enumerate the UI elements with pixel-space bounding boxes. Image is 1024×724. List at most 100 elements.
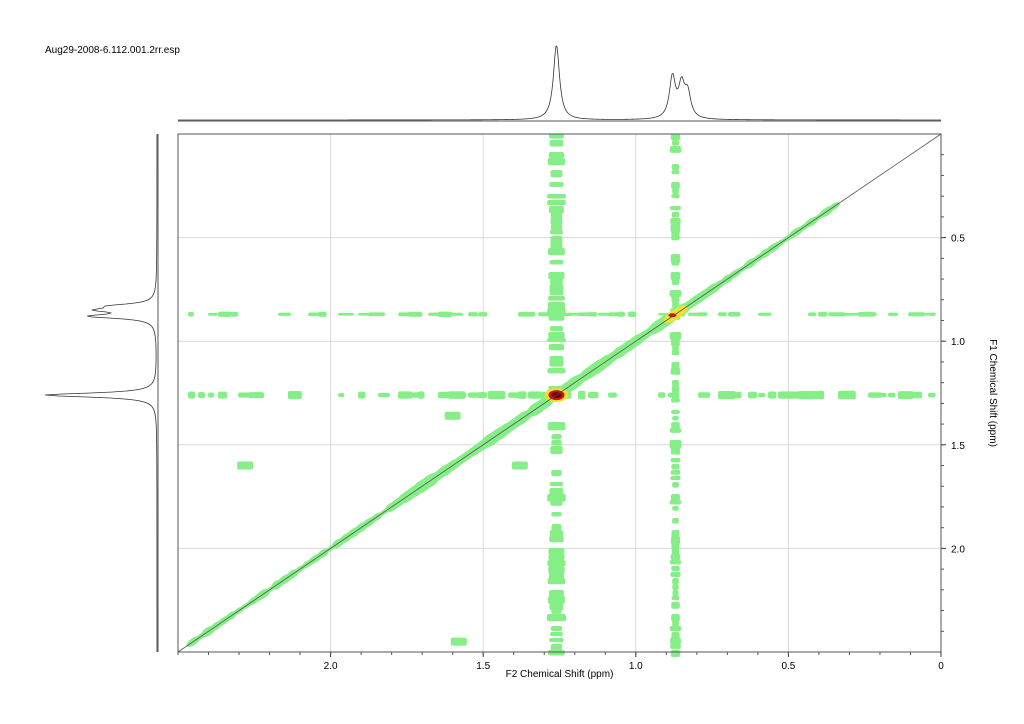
contour-streak-f1-0: [478, 392, 487, 399]
contour-streak-f1-1: [308, 312, 319, 317]
contour-streak-f2-1: [670, 446, 681, 455]
contour-streak-f2-1: [670, 458, 681, 463]
contour-streak-f2-1: [669, 560, 682, 565]
contour-streak-f1-1: [868, 312, 877, 317]
contour-streak-f2-0: [548, 134, 564, 139]
y-tick-label-2: 1.5: [951, 441, 965, 452]
contour-streak-f2-0: [548, 590, 564, 598]
contour-streak-f2-1: [671, 386, 680, 393]
contour-streak-f2-1: [670, 218, 681, 225]
contour-streak-f1-0: [358, 391, 366, 399]
contour-streak-f1-1: [758, 312, 772, 316]
contour-streak-f1-0: [518, 391, 527, 399]
contour-streak-f2-1: [671, 548, 680, 556]
contour-streak-f2-1: [671, 260, 680, 266]
contour-streak-f1-0: [418, 391, 425, 399]
contour-streak-f1-1: [478, 312, 488, 317]
contour-streak-f2-1: [670, 476, 681, 481]
contour-streak-f1-0: [288, 390, 302, 400]
contour-streak-f2-0: [549, 206, 564, 214]
contour-streak-f2-1: [672, 578, 679, 585]
contour-streak-f2-0: [548, 650, 565, 656]
contour-streak-f1-0: [488, 390, 506, 400]
contour-streak-f2-1: [669, 332, 682, 340]
contour-streak-f1-1: [928, 312, 936, 316]
contour-streak-f2-1: [669, 638, 682, 645]
contour-streak-f2-1: [671, 410, 680, 415]
contour-streak-f2-1: [671, 212, 680, 218]
contour-streak-f2-0: [548, 344, 565, 351]
contour-streak-f1-0: [758, 392, 766, 398]
contour-streak-f1-1: [628, 311, 637, 317]
contour-streak-f2-0: [550, 242, 563, 250]
contour-streak-f2-0: [546, 194, 566, 199]
contour-streak-f2-0: [549, 488, 564, 496]
contour-streak-f2-0: [550, 500, 563, 506]
contour-streak-f1-0: [378, 392, 390, 398]
contour-streak-f2-0: [550, 626, 563, 632]
contour-streak-f1-0: [908, 391, 923, 399]
contour-streak-f1-1: [228, 311, 239, 317]
contour-streak-f1-0: [208, 392, 215, 398]
contour-streak-f2-0: [547, 560, 566, 567]
contour-streak-f2-1: [671, 398, 680, 403]
contour-streak-f2-1: [670, 368, 681, 375]
file-title: Aug29-2008-6.112.001.2rr.esp: [45, 45, 180, 56]
contour-streak-f1-1: [818, 311, 828, 317]
contour-streak-f1-0: [818, 390, 825, 400]
contour-streak-f1-1: [618, 311, 625, 317]
contour-streak-f2-0: [547, 368, 566, 374]
contour-streak-f1-1: [808, 312, 817, 317]
contour-streak-f2-1: [670, 572, 681, 578]
contour-streak-f2-1: [671, 350, 680, 356]
contour-streak-f1-0: [728, 391, 742, 399]
contour-streak-f1-0: [338, 393, 345, 398]
contour-streak-f2-1: [672, 506, 679, 511]
contour-streak-f2-1: [669, 500, 682, 505]
contour-streak-f2-0: [551, 608, 562, 614]
contour-streak-f2-1: [671, 182, 680, 189]
x-axis-title: F2 Chemical Shift (ppm): [506, 669, 614, 680]
contour-streak-f1-0: [218, 391, 227, 399]
contour-streak-f2-0: [549, 482, 564, 487]
x-tick-label-1: 1.5: [476, 661, 490, 672]
contour-streak-f1-0: [198, 392, 206, 398]
contour-streak-f2-0: [549, 326, 563, 332]
contour-streak-f2-0: [551, 434, 562, 440]
contour-streak-f2-1: [671, 566, 680, 572]
contour-streak-f2-1: [670, 644, 681, 649]
contour-streak-f2-1: [672, 590, 679, 597]
contour-streak-f1-1: [588, 312, 598, 317]
contour-streak-f2-0: [546, 614, 567, 622]
contour-streak-f1-0: [188, 391, 196, 399]
contour-streak-f2-1: [669, 146, 682, 153]
contour-streak-f2-0: [548, 548, 565, 555]
contour-streak-f2-0: [551, 512, 562, 517]
contour-streak-f1-1: [448, 312, 464, 316]
contour-streak-f1-0: [878, 392, 887, 398]
contour-streak-f1-0: [248, 392, 265, 399]
y-tick-label-1: 1.0: [951, 337, 965, 348]
contour-streak-f2-0: [547, 494, 566, 502]
contour-streak-f1-0: [588, 392, 599, 399]
contour-streak-f1-0: [768, 391, 777, 399]
y-tick-label-3: 2.0: [951, 544, 965, 555]
contour-streak-f2-1: [671, 596, 680, 601]
contour-streak-f2-0: [550, 218, 563, 225]
contour-streak-f1-0: [838, 390, 856, 400]
contour-streak-f2-0: [551, 470, 562, 477]
contour-streak-f1-1: [598, 312, 610, 316]
contour-streak-f1-0: [608, 392, 617, 398]
contour-streak-f2-0: [548, 152, 565, 159]
contour-streak-f1-1: [318, 311, 327, 317]
contour-streak-f2-1: [672, 584, 679, 590]
y-axis-title: F1 Chemical Shift (ppm): [987, 339, 998, 447]
contour-streak-f2-1: [672, 188, 679, 195]
contour-streak-f2-1: [670, 494, 680, 501]
contour-streak-f2-1: [670, 554, 681, 561]
contour-streak-f2-0: [548, 554, 565, 561]
contour-streak-f2-1: [670, 134, 681, 140]
contour-streak-f2-0: [549, 260, 564, 265]
f2-projection-spectrum: [178, 45, 941, 121]
